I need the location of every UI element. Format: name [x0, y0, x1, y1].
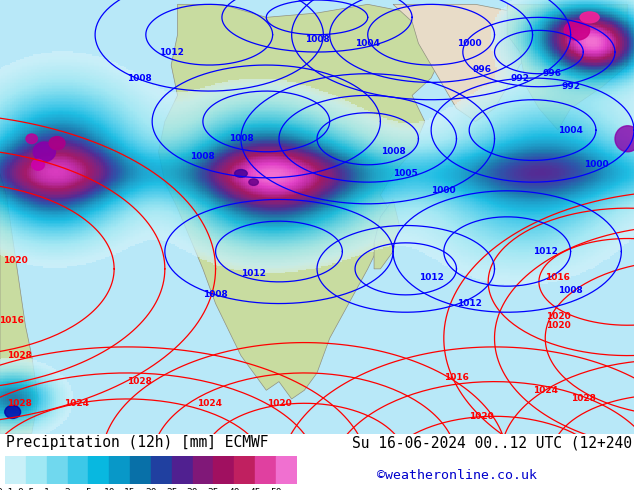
Text: 1028: 1028 [571, 394, 596, 403]
Text: 1024: 1024 [197, 399, 222, 408]
Text: 15: 15 [124, 489, 136, 490]
Text: 1008: 1008 [304, 34, 330, 44]
Text: 1000: 1000 [584, 160, 608, 169]
Text: 0.5: 0.5 [17, 489, 34, 490]
Text: 25: 25 [166, 489, 178, 490]
Ellipse shape [26, 134, 37, 144]
Text: 1020: 1020 [3, 256, 29, 265]
Text: 1008: 1008 [228, 134, 254, 143]
Bar [47, 456, 68, 484]
Text: 1008: 1008 [380, 147, 406, 156]
Ellipse shape [564, 21, 590, 40]
Bar [276, 456, 297, 484]
Text: Precipitation (12h) [mm] ECMWF: Precipitation (12h) [mm] ECMWF [6, 435, 269, 450]
Text: 1020: 1020 [469, 412, 495, 421]
Text: 1: 1 [44, 489, 49, 490]
Text: 1028: 1028 [6, 351, 32, 360]
Text: 1016: 1016 [545, 273, 571, 282]
Bar [234, 456, 255, 484]
Bar [214, 456, 234, 484]
Ellipse shape [49, 137, 65, 149]
Text: 1000: 1000 [432, 186, 456, 196]
Bar [5, 456, 26, 484]
Text: Su 16-06-2024 00..12 UTC (12+240): Su 16-06-2024 00..12 UTC (12+240) [352, 435, 634, 450]
Text: 40: 40 [228, 489, 240, 490]
Text: 992: 992 [510, 74, 529, 82]
Text: 0.1: 0.1 [0, 489, 14, 490]
Bar [130, 456, 151, 484]
Text: 1028: 1028 [127, 377, 152, 386]
Text: 1008: 1008 [558, 286, 583, 295]
Text: 1020: 1020 [545, 321, 571, 330]
Bar [68, 456, 88, 484]
Text: 1024: 1024 [63, 399, 89, 408]
Text: 1000: 1000 [457, 39, 481, 48]
Bar [109, 456, 130, 484]
Text: 992: 992 [561, 82, 580, 91]
Text: 996: 996 [472, 65, 491, 74]
Text: 1020: 1020 [266, 399, 292, 408]
Text: 2: 2 [65, 489, 70, 490]
Text: 1012: 1012 [456, 299, 482, 308]
Text: 1004: 1004 [355, 39, 380, 48]
Text: 1016: 1016 [444, 373, 469, 382]
Ellipse shape [580, 12, 599, 23]
Text: 1012: 1012 [158, 48, 184, 56]
Text: 1008: 1008 [127, 74, 152, 82]
Polygon shape [507, 4, 628, 130]
Text: 35: 35 [208, 489, 219, 490]
Text: 1005: 1005 [393, 169, 418, 178]
Ellipse shape [615, 126, 634, 152]
Text: 10: 10 [103, 489, 115, 490]
Text: 45: 45 [249, 489, 261, 490]
Text: 1012: 1012 [241, 269, 266, 278]
Text: 1016: 1016 [0, 317, 24, 325]
Text: 1012: 1012 [533, 247, 558, 256]
Polygon shape [297, 457, 316, 483]
Ellipse shape [32, 159, 44, 170]
Text: 1028: 1028 [6, 399, 32, 408]
Text: 1024: 1024 [533, 386, 558, 395]
Text: 1020: 1020 [545, 312, 571, 321]
Polygon shape [158, 4, 444, 399]
Text: 1008: 1008 [190, 151, 216, 161]
Text: 20: 20 [145, 489, 157, 490]
Ellipse shape [235, 170, 247, 177]
Ellipse shape [249, 179, 259, 185]
Text: ©weatheronline.co.uk: ©weatheronline.co.uk [377, 468, 537, 482]
Text: 1012: 1012 [418, 273, 444, 282]
Bar [88, 456, 109, 484]
Text: 996: 996 [542, 69, 561, 78]
Ellipse shape [34, 142, 56, 162]
Bar [255, 456, 276, 484]
Text: 50: 50 [270, 489, 281, 490]
Bar [26, 456, 47, 484]
Bar [193, 456, 214, 484]
Text: 5: 5 [86, 489, 91, 490]
Ellipse shape [4, 405, 20, 418]
Text: 1004: 1004 [558, 125, 583, 135]
Text: 1008: 1008 [203, 291, 228, 299]
Bar [151, 456, 172, 484]
Bar [172, 456, 193, 484]
Polygon shape [0, 173, 38, 434]
Polygon shape [374, 199, 399, 269]
Text: 30: 30 [187, 489, 198, 490]
Polygon shape [393, 4, 539, 122]
